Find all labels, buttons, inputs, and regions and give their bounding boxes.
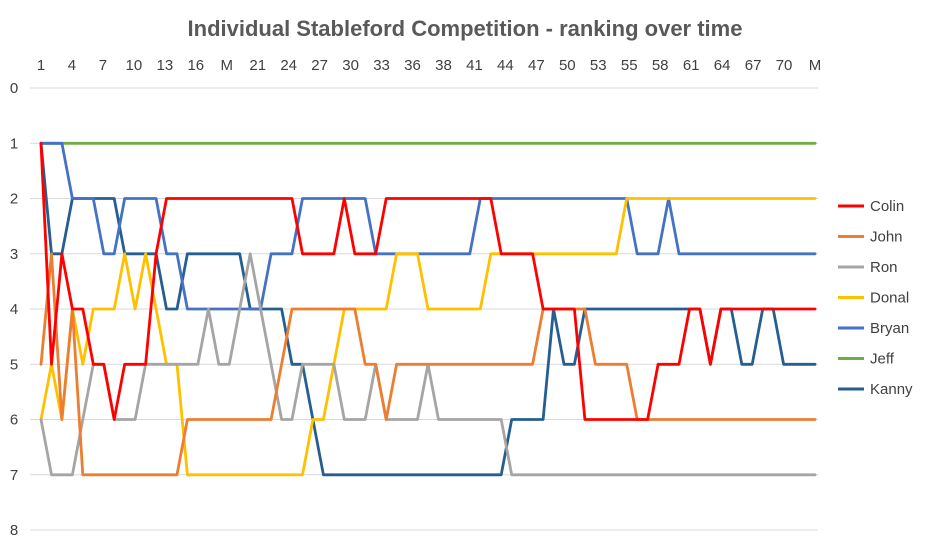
x-tick-label: 47 (528, 57, 545, 74)
y-tick-label: 3 (10, 246, 18, 263)
y-tick-label: 1 (10, 135, 18, 152)
x-tick-label: 61 (683, 57, 700, 74)
legend: Colin John Ron Donal Bryan Jeff Kanny (838, 198, 913, 398)
legend-label: Donal (870, 290, 909, 307)
legend-label: Kanny (870, 381, 913, 398)
x-tick-label: 10 (126, 57, 143, 74)
series-line-colin (39, 141, 817, 421)
y-tick-label: 8 (10, 522, 18, 539)
x-tick-label: 13 (156, 57, 173, 74)
x-tick-label: 1 (37, 57, 45, 74)
x-tick-label: M (221, 57, 234, 74)
x-tick-label: 53 (590, 57, 607, 74)
y-axis-tick-labels: 0 1 2 3 4 5 6 7 8 (10, 80, 18, 539)
series-line-donal (39, 197, 817, 477)
x-axis-tick-labels: 1 4 7 10 13 16 M 21 24 27 30 33 36 38 41 44 47 50 53 55 58 61… (37, 57, 821, 74)
legend-label: Bryan (870, 320, 909, 337)
x-tick-label: 21 (249, 57, 266, 74)
x-tick-label: 30 (342, 57, 359, 74)
x-tick-label: 36 (404, 57, 421, 74)
x-tick-label: 38 (435, 57, 452, 74)
x-tick-label: 44 (497, 57, 514, 74)
chart-title: Individual Stableford Competition - rank… (188, 16, 743, 41)
legend-label: Colin (870, 198, 904, 215)
series-line-kanny (39, 141, 817, 477)
x-tick-label: M (809, 57, 822, 74)
x-tick-label: 41 (466, 57, 483, 74)
legend-label: John (870, 229, 903, 246)
x-tick-label: 27 (311, 57, 328, 74)
x-tick-label: 58 (652, 57, 669, 74)
x-tick-label: 7 (99, 57, 107, 74)
x-tick-label: 70 (776, 57, 793, 74)
y-tick-label: 2 (10, 191, 18, 208)
x-tick-label: 16 (187, 57, 204, 74)
legend-label: Jeff (870, 351, 895, 368)
y-tick-label: 7 (10, 467, 18, 484)
series-line-bryan (39, 141, 817, 311)
x-tick-label: 64 (714, 57, 731, 74)
x-tick-label: 24 (280, 57, 297, 74)
y-tick-label: 6 (10, 412, 18, 429)
series-lines (39, 141, 817, 477)
y-tick-label: 5 (10, 356, 18, 373)
x-tick-label: 55 (621, 57, 638, 74)
x-tick-label: 50 (559, 57, 576, 74)
x-tick-label: 33 (373, 57, 390, 74)
series-line-john (39, 252, 817, 477)
y-tick-label: 0 (10, 80, 18, 97)
x-tick-label: 67 (745, 57, 762, 74)
y-tick-label: 4 (10, 301, 18, 318)
x-tick-label: 4 (68, 57, 76, 74)
legend-label: Ron (870, 259, 898, 276)
